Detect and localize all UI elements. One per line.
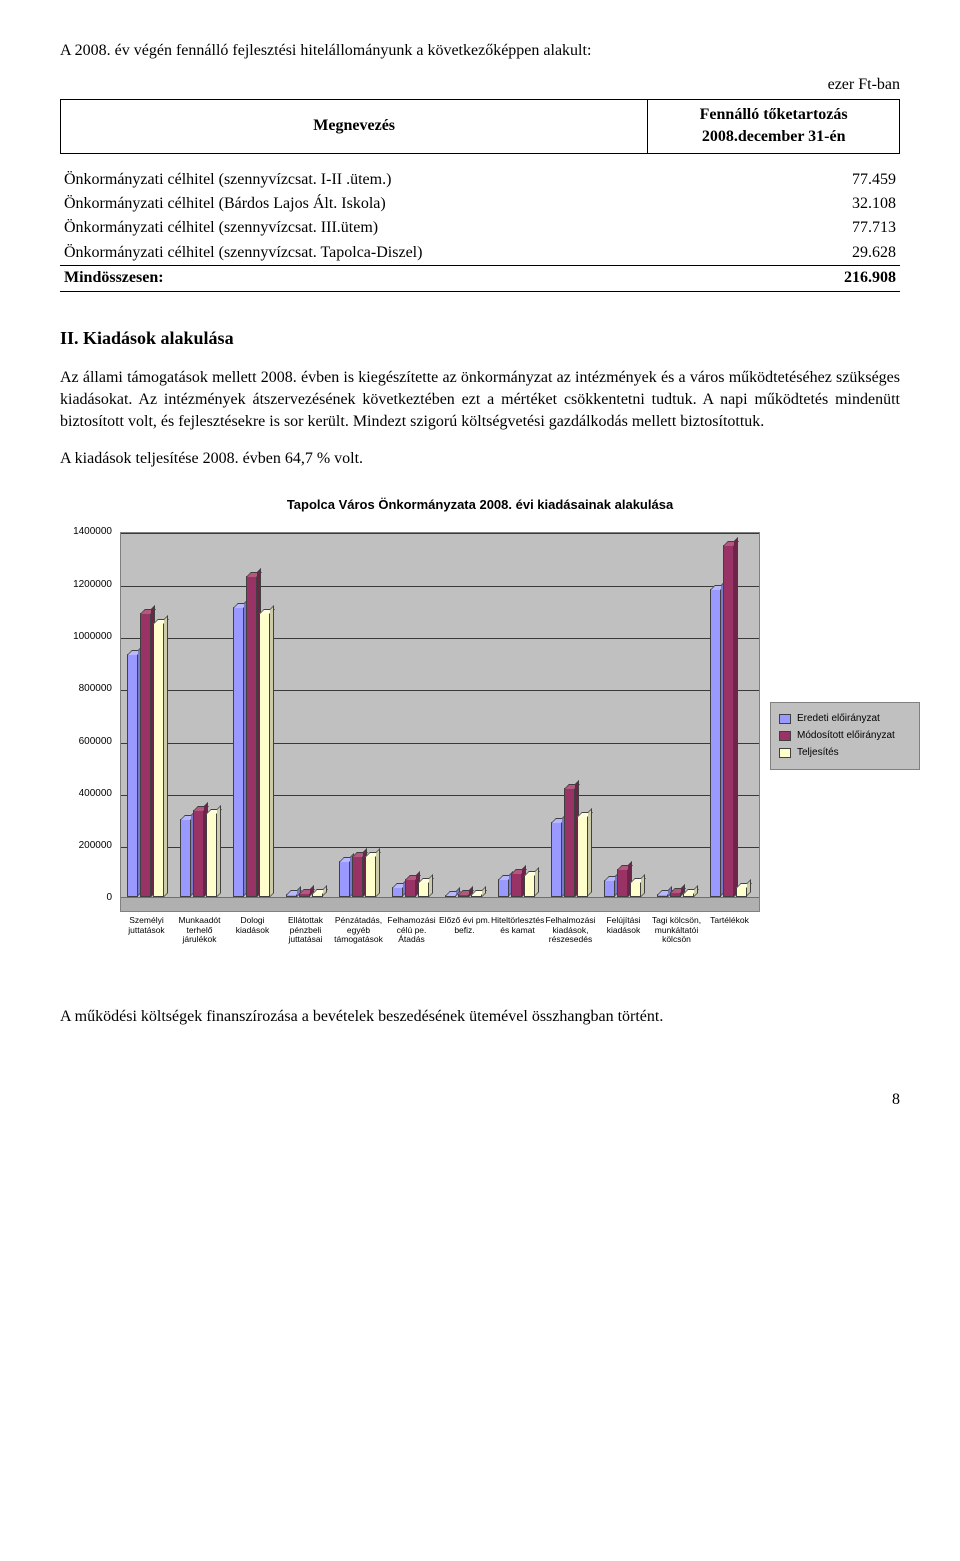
total-row: Mindösszesen: 216.908	[60, 266, 900, 291]
closing-text: A működési költségek finanszírozása a be…	[60, 1006, 900, 1028]
paragraph-2: A kiadások teljesítése 2008. évben 64,7 …	[60, 448, 900, 470]
bar	[193, 810, 204, 898]
intro-text: A 2008. év végén fennálló fejlesztési hi…	[60, 40, 900, 62]
legend-label: Teljesítés	[797, 746, 839, 760]
x-tick-label: Dologi kiadások	[226, 916, 279, 935]
bar	[736, 887, 747, 897]
y-tick-label: 200000	[79, 839, 112, 853]
th-fennallo: Fennálló tőketartozás 2008.december 31-é…	[648, 99, 900, 153]
x-tick-label: Tartélékok	[703, 916, 756, 925]
x-tick-label: Felhamozási célú pe. Átadás	[385, 916, 438, 944]
y-axis-labels: 0200000400000600000800000100000012000001…	[60, 532, 116, 912]
bar	[524, 875, 535, 897]
th-megnevezes: Megnevezés	[61, 99, 648, 153]
bar	[365, 856, 376, 898]
grid-line	[121, 638, 759, 639]
legend-label: Eredeti előirányzat	[797, 712, 880, 726]
table-row: Önkormányzati célhitel (Bárdos Lajos Ált…	[60, 192, 900, 216]
bar	[206, 813, 217, 898]
legend-swatch	[779, 731, 791, 741]
y-tick-label: 600000	[79, 735, 112, 749]
legend-swatch	[779, 714, 791, 724]
bar	[259, 613, 270, 898]
chart-title: Tapolca Város Önkormányzata 2008. évi ki…	[60, 496, 900, 514]
bar	[339, 861, 350, 898]
x-tick-label: Felújítási kiadások	[597, 916, 650, 935]
grid-line	[121, 586, 759, 587]
x-tick-label: Pénzátadás, egyéb támogatások	[332, 916, 385, 944]
grid-line	[121, 690, 759, 691]
bar	[630, 882, 641, 898]
bar	[153, 623, 164, 898]
chart-plot-area	[120, 532, 760, 912]
bar	[577, 816, 588, 897]
bar	[392, 887, 403, 897]
grid-line	[121, 795, 759, 796]
y-tick-label: 1000000	[73, 630, 112, 644]
row-label: Önkormányzati célhitel (Bárdos Lajos Ált…	[60, 192, 732, 216]
x-tick-label: Felhalmozási kiadások, részesedés	[544, 916, 597, 944]
y-tick-label: 1200000	[73, 578, 112, 592]
chart-floor	[121, 897, 759, 911]
row-value: 77.713	[732, 216, 900, 240]
x-tick-label: Személyi juttatások	[120, 916, 173, 935]
bar	[180, 819, 191, 897]
bar	[551, 822, 562, 898]
bar	[246, 576, 257, 898]
row-label: Önkormányzati célhitel (szennyvízcsat. I…	[60, 216, 732, 240]
table-row: Önkormányzati célhitel (szennyvízcsat. T…	[60, 241, 900, 266]
bar	[498, 879, 509, 897]
table-row: Önkormányzati célhitel (szennyvízcsat. I…	[60, 168, 900, 192]
grid-line	[121, 533, 759, 534]
bar	[127, 654, 138, 897]
total-label: Mindösszesen:	[60, 266, 732, 291]
loan-data-table: Önkormányzati célhitel (szennyvízcsat. I…	[60, 168, 900, 292]
bar	[604, 880, 615, 897]
y-tick-label: 800000	[79, 682, 112, 696]
grid-line	[121, 743, 759, 744]
y-tick-label: 400000	[79, 787, 112, 801]
bar	[617, 869, 628, 898]
bar	[352, 856, 363, 898]
legend-item: Eredeti előirányzat	[779, 712, 911, 726]
bar	[405, 879, 416, 897]
y-tick-label: 0	[106, 891, 112, 905]
x-tick-label: Munkaadót terhelő járulékok	[173, 916, 226, 944]
legend-swatch	[779, 748, 791, 758]
paragraph-1: Az állami támogatások mellett 2008. évbe…	[60, 367, 900, 434]
row-label: Önkormányzati célhitel (szennyvízcsat. I…	[60, 168, 732, 192]
row-value: 77.459	[732, 168, 900, 192]
bar	[723, 545, 734, 898]
x-tick-label: Hiteltörlesztés és kamat	[491, 916, 544, 935]
expenses-bar-chart: 0 200000 400000 600000 800000 1000000 1200000 1…	[60, 522, 920, 982]
x-tick-label: Tagi kölcsön, munkáltatói kölcsön	[650, 916, 703, 944]
total-value: 216.908	[732, 266, 900, 291]
section-title: II. Kiadások alakulása	[60, 326, 900, 351]
row-value: 29.628	[732, 241, 900, 266]
table-row: Önkormányzati célhitel (szennyvízcsat. I…	[60, 216, 900, 240]
bar	[140, 613, 151, 898]
chart-legend: Eredeti előirányzat Módosított előirányza…	[770, 702, 920, 770]
legend-item: Módosított előirányzat	[779, 729, 911, 743]
unit-label: ezer Ft-ban	[60, 74, 900, 96]
bar	[418, 882, 429, 898]
bar	[233, 607, 244, 897]
row-value: 32.108	[732, 192, 900, 216]
loan-table-header: Megnevezés Fennálló tőketartozás 2008.de…	[60, 99, 900, 154]
legend-label: Módosított előirányzat	[797, 729, 895, 743]
row-label: Önkormányzati célhitel (szennyvízcsat. T…	[60, 241, 732, 266]
x-axis-labels: Személyi juttatásokMunkaadót terhelő jár…	[120, 916, 760, 976]
x-tick-label: Előző évi pm. befiz.	[438, 916, 491, 935]
x-tick-label: Ellátottak pénzbeli juttatásai	[279, 916, 332, 944]
page-number: 8	[60, 1089, 900, 1111]
legend-item: Teljesítés	[779, 746, 911, 760]
y-tick-label: 1400000	[73, 525, 112, 539]
bar	[710, 589, 721, 897]
bar	[564, 788, 575, 898]
bar	[511, 873, 522, 898]
